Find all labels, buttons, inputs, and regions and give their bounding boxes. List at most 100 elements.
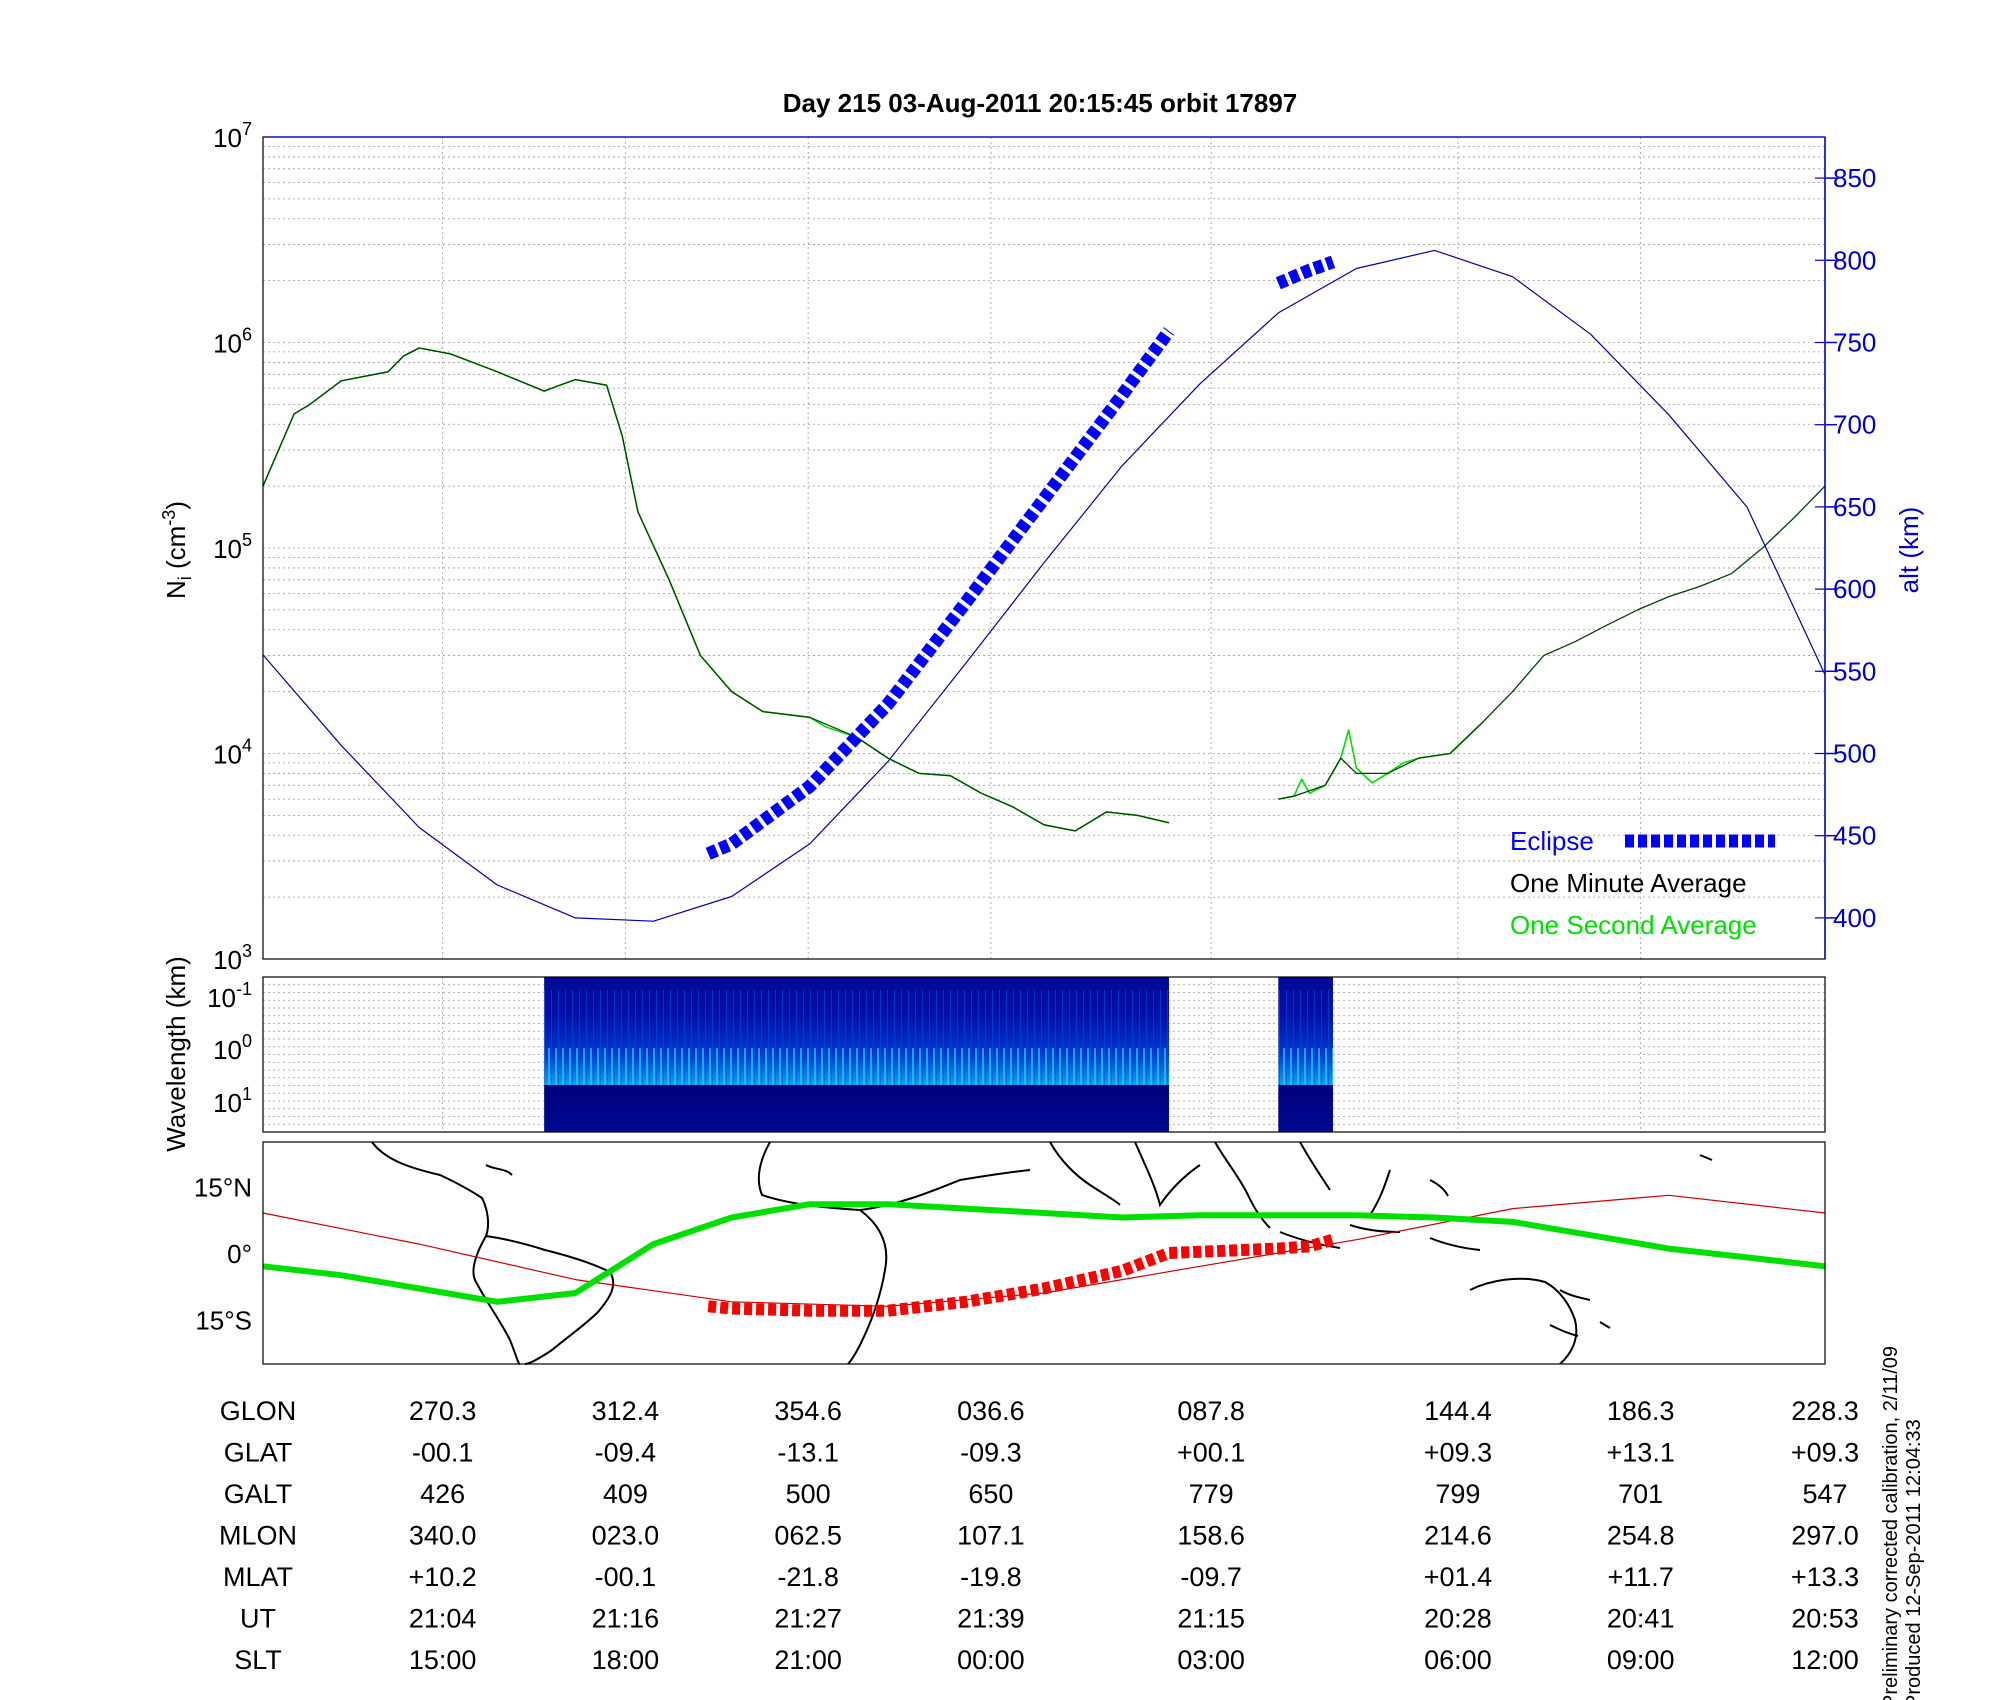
spectrogram-axis-label: Wavelength (km) (161, 956, 191, 1152)
density-tick-label: 103 (213, 941, 252, 975)
table-cell: +13.1 (1607, 1438, 1675, 1468)
table-cell: -00.1 (595, 1562, 657, 1592)
ground-track-night (707, 1233, 1335, 1317)
table-cell: 650 (968, 1479, 1013, 1509)
table-row-label: MLAT (223, 1562, 293, 1592)
table-cell: 186.3 (1607, 1396, 1675, 1426)
table-cell: 12:00 (1791, 1645, 1859, 1675)
density-tick-label: 107 (213, 119, 252, 153)
spectrogram-block (1278, 977, 1333, 1132)
orbit-parameter-table: GLON GLAT GALT MLON MLAT UT SLT 270.3 -00.1 426 34… (219, 1396, 1859, 1675)
minute-average-line (262, 347, 1170, 832)
altitude-tick-label: 500 (1833, 739, 1876, 769)
altitude-axis-ticks: 400 450 500 550 600 650 700 750 800 850 (1815, 163, 1876, 933)
map-tracks (262, 1194, 1826, 1317)
legend: Eclipse One Minute Average One Second Av… (1510, 826, 1775, 940)
spectrogram-data (544, 977, 1333, 1132)
table-cell: 21:15 (1177, 1604, 1245, 1634)
figure-title: Day 215 03-Aug-2011 20:15:45 orbit 17897 (783, 88, 1298, 118)
table-cell: 036.6 (957, 1396, 1025, 1426)
table-row-label: UT (240, 1604, 276, 1634)
density-series (262, 249, 1826, 922)
spectrogram-block (544, 977, 1169, 1132)
map-panel: 15°N 0° 15°S (194, 1141, 1826, 1365)
density-gridlines (263, 146, 1825, 960)
table-cell: 426 (420, 1479, 465, 1509)
density-vertical-gridlines (442, 137, 1642, 959)
table-cell: 023.0 (592, 1521, 660, 1551)
table-cell: 00:00 (957, 1645, 1025, 1675)
table-cell: 15:00 (409, 1645, 477, 1675)
altitude-axis-label: alt (km) (1894, 507, 1924, 594)
table-cell: 779 (1189, 1479, 1234, 1509)
table-cell: +01.4 (1424, 1562, 1492, 1592)
altitude-tick-label: 700 (1833, 410, 1876, 440)
table-cell: 144.4 (1424, 1396, 1492, 1426)
table-cell: +13.3 (1791, 1562, 1859, 1592)
table-cell: 087.8 (1177, 1396, 1245, 1426)
ground-track-day (262, 1201, 1826, 1305)
legend-minute-label: One Minute Average (1510, 868, 1747, 898)
latitude-tick-label: 0° (227, 1239, 252, 1269)
table-cell: 20:28 (1424, 1604, 1492, 1634)
table-cell: 21:16 (592, 1604, 660, 1634)
footer-calibration: Preliminary corrected calibration, 2/11/… (1880, 1346, 1902, 1700)
footer-produced: Produced 12-Sep-2011 12:04:33 (1903, 1419, 1925, 1700)
density-axis-ticks: 103 104 105 106 107 (213, 119, 252, 975)
legend-eclipse-label: Eclipse (1510, 826, 1594, 856)
table-cell: 06:00 (1424, 1645, 1492, 1675)
altitude-line (262, 249, 1826, 922)
table-cell: 409 (603, 1479, 648, 1509)
legend-second-label: One Second Average (1510, 910, 1757, 940)
table-cell: -00.1 (412, 1438, 474, 1468)
table-cell: 254.8 (1607, 1521, 1675, 1551)
table-cell: 03:00 (1177, 1645, 1245, 1675)
table-cell: 214.6 (1424, 1521, 1492, 1551)
latitude-tick-label: 15°S (195, 1306, 252, 1336)
table-cell: 09:00 (1607, 1645, 1675, 1675)
table-cell: -21.8 (777, 1562, 839, 1592)
map-latitude-ticks: 15°N 0° 15°S (194, 1172, 252, 1335)
table-cell: +09.3 (1424, 1438, 1492, 1468)
spectrogram-tick-label: 101 (213, 1084, 252, 1118)
altitude-tick-label: 400 (1833, 903, 1876, 933)
table-cell: 062.5 (774, 1521, 842, 1551)
spectrogram-panel: 10-1 100 101 Wavelength (km) (161, 956, 1826, 1152)
altitude-tick-label: 650 (1833, 492, 1876, 522)
table-cell: 297.0 (1791, 1521, 1859, 1551)
table-cell: 228.3 (1791, 1396, 1859, 1426)
table-row-label: GLAT (224, 1438, 293, 1468)
table-cell: 312.4 (592, 1396, 660, 1426)
table-row-label: GALT (224, 1479, 293, 1509)
table-cell: 500 (786, 1479, 831, 1509)
table-cell: 340.0 (409, 1521, 477, 1551)
coastlines (371, 1141, 1713, 1365)
altitude-tick-label: 450 (1833, 821, 1876, 851)
table-cell: +11.7 (1608, 1562, 1674, 1592)
table-cell: 701 (1618, 1479, 1663, 1509)
spectrogram-tick-label: 100 (213, 1031, 252, 1065)
table-cell: 107.1 (957, 1521, 1025, 1551)
table-cell: -09.7 (1180, 1562, 1242, 1592)
density-tick-label: 104 (213, 736, 252, 770)
minute-average-line (1278, 485, 1826, 800)
table-cell: 158.6 (1177, 1521, 1245, 1551)
altitude-tick-label: 800 (1833, 245, 1876, 275)
density-tick-label: 105 (213, 530, 252, 564)
table-cell: -09.4 (595, 1438, 657, 1468)
altitude-tick-label: 550 (1833, 656, 1876, 686)
table-cell: 21:27 (774, 1604, 842, 1634)
table-row-label: GLON (220, 1396, 297, 1426)
altitude-tick-label: 850 (1833, 163, 1876, 193)
table-cell: -13.1 (777, 1438, 839, 1468)
table-cell: 18:00 (592, 1645, 660, 1675)
table-cell: -09.3 (960, 1438, 1022, 1468)
spectrogram-tick-label: 10-1 (207, 979, 252, 1013)
table-cell: +00.1 (1177, 1438, 1245, 1468)
table-cell: 547 (1802, 1479, 1847, 1509)
table-row-label: MLON (219, 1521, 297, 1551)
latitude-tick-label: 15°N (194, 1172, 252, 1202)
table-row-label: SLT (234, 1645, 282, 1675)
table-cell: 354.6 (774, 1396, 842, 1426)
table-cell: 799 (1435, 1479, 1480, 1509)
